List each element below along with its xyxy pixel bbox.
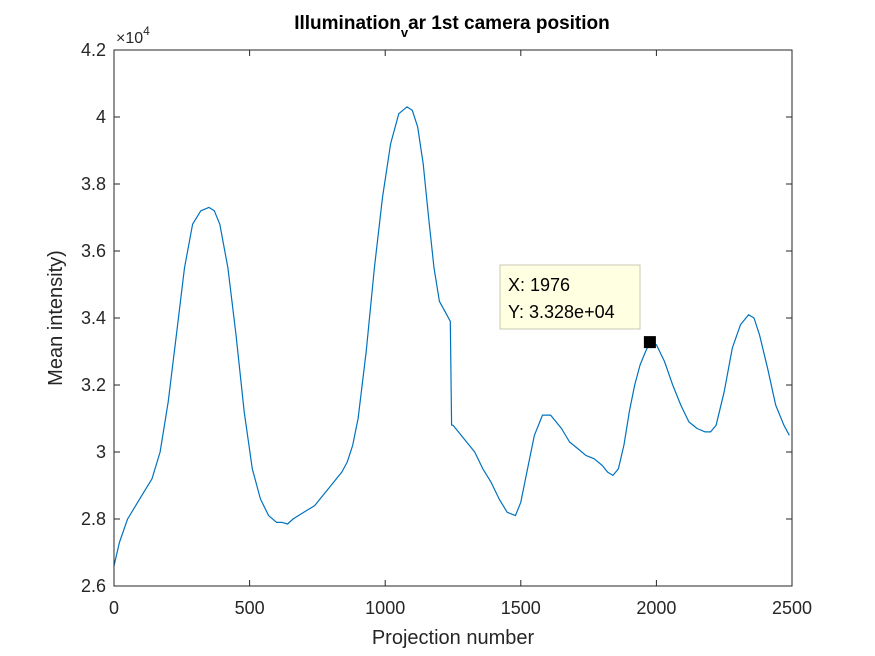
y-tick-label: 3.2 bbox=[81, 375, 106, 395]
y-tick-label: 2.8 bbox=[81, 509, 106, 529]
data-layer bbox=[113, 106, 790, 567]
datatip-x-text: X: 1976 bbox=[508, 275, 570, 295]
series-line-0 bbox=[113, 106, 790, 567]
y-tick-label: 3.4 bbox=[81, 308, 106, 328]
x-tick-label: 1000 bbox=[365, 598, 405, 618]
x-tick-label: 2000 bbox=[636, 598, 676, 618]
y-exponent-power: 4 bbox=[143, 24, 150, 38]
y-tick-label: 4.2 bbox=[81, 40, 106, 60]
y-tick-label: 3.6 bbox=[81, 241, 106, 261]
datatip-y-text: Y: 3.328e+04 bbox=[508, 302, 615, 322]
plot-background bbox=[114, 50, 792, 586]
chart-title-rest: ar 1st camera position bbox=[408, 13, 610, 34]
datatip-box[interactable] bbox=[499, 264, 641, 330]
x-tick-label: 0 bbox=[109, 598, 119, 618]
y-exponent-base: ×10 bbox=[116, 30, 143, 47]
x-tick-label: 1500 bbox=[501, 598, 541, 618]
axes-layer: 0 500 1000 1500 2000 2500 2.6 2.8 3 3.2 3.4 3.6 3.8 4… bbox=[81, 40, 812, 618]
y-exponent-label: ×104 bbox=[116, 24, 150, 47]
plot-area bbox=[114, 50, 792, 586]
y-axis-label: Mean intensity) bbox=[45, 250, 67, 386]
chart-title-subscript: v bbox=[401, 25, 409, 40]
y-tick-label: 3.8 bbox=[81, 174, 106, 194]
datatip[interactable]: X: 1976 Y: 3.328e+04 bbox=[499, 264, 656, 349]
y-tick-label: 3 bbox=[96, 442, 106, 462]
x-tick-label: 2500 bbox=[772, 598, 812, 618]
datatip-marker[interactable] bbox=[643, 336, 656, 349]
chart-title-main: Illumination bbox=[294, 13, 401, 34]
y-tick-label: 2.6 bbox=[81, 576, 106, 596]
y-tick-label: 4 bbox=[96, 107, 106, 127]
chart-title: Illuminationvar 1st camera position bbox=[294, 13, 610, 40]
x-axis-label: Projection number bbox=[372, 627, 535, 649]
x-tick-label: 500 bbox=[235, 598, 265, 618]
